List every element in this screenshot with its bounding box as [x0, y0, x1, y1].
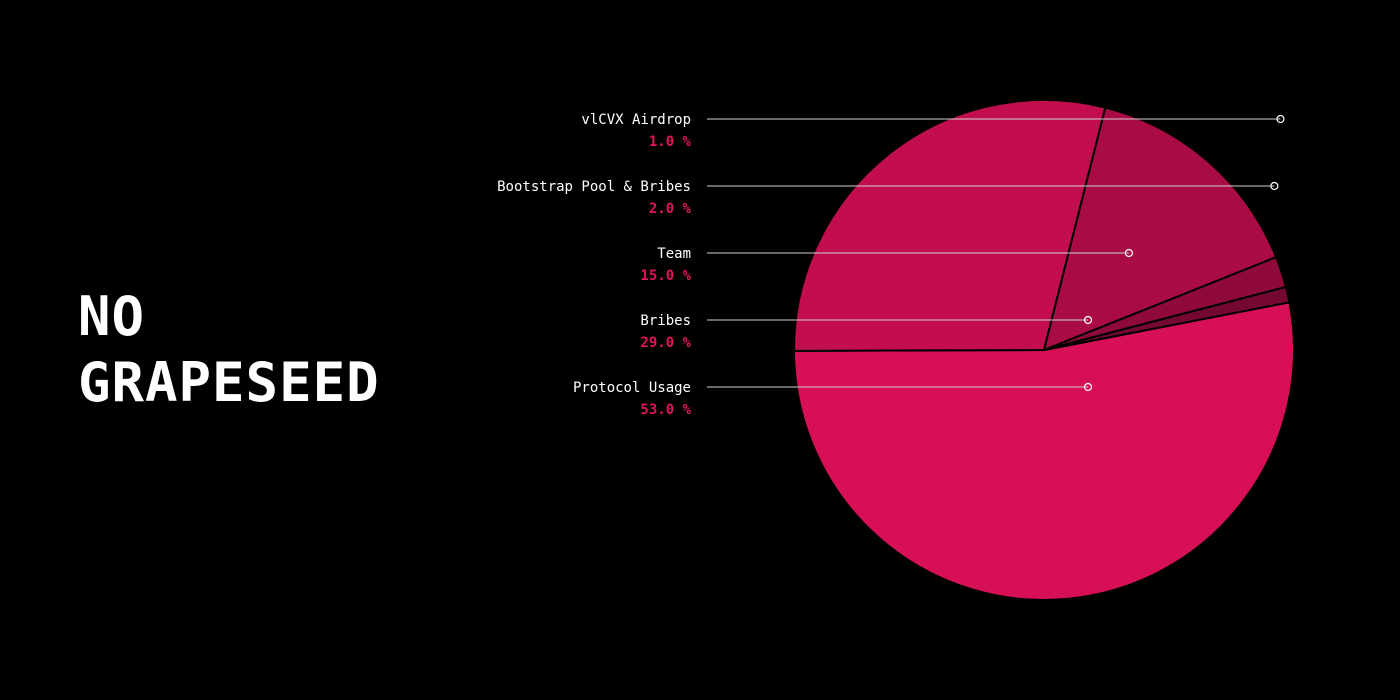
legend-label-bootstrap-pool-and-bribes: Bootstrap Pool & Bribes	[497, 179, 691, 195]
leader-dot-bootstrap-pool-and-bribes	[1270, 181, 1279, 191]
brand-title-line-1: NO	[78, 285, 146, 348]
legend-percent-team: 15.0 %	[640, 268, 691, 284]
pie-slice-vlcvx-airdrop	[1043, 285, 1291, 351]
pie-slice-team	[1043, 106, 1278, 351]
legend-label-bribes: Bribes	[640, 313, 691, 329]
pie-slice-protocol-usage	[793, 301, 1295, 601]
pie-slice-bribes	[793, 99, 1107, 352]
legend-label-protocol-usage: Protocol Usage	[573, 380, 691, 396]
legend-label-vlcvx-airdrop: vlCVX Airdrop	[581, 112, 691, 128]
leader-dot-protocol-usage	[1083, 382, 1093, 392]
pie-slices	[793, 99, 1295, 601]
leader-dot-bribes	[1083, 315, 1093, 325]
brand-title: NO GRAPESEED	[78, 284, 380, 416]
brand-title-line-2: GRAPESEED	[78, 351, 380, 414]
legend-percent-bootstrap-pool-and-bribes: 2.0 %	[649, 201, 692, 217]
legend-percent-vlcvx-airdrop: 1.0 %	[649, 134, 692, 150]
pie-legend: vlCVX Airdrop 1.0 % Bootstrap Pool & Bribe…	[497, 112, 1285, 418]
legend-percent-bribes: 29.0 %	[640, 335, 691, 351]
leader-dot-team	[1124, 248, 1134, 258]
legend-label-team: Team	[657, 246, 691, 262]
legend-percent-protocol-usage: 53.0 %	[640, 402, 691, 418]
leader-dot-vlcvx-airdrop	[1276, 114, 1285, 124]
